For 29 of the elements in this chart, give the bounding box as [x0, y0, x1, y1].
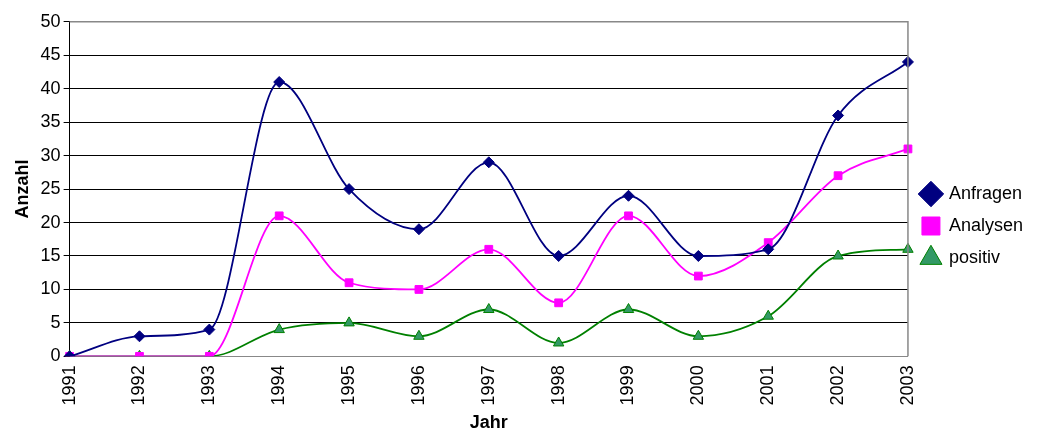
x-tick-label: 1998	[547, 365, 568, 406]
x-tick-label: 1991	[58, 365, 79, 406]
x-tick-label: 2000	[687, 365, 708, 406]
legend-label: positiv	[948, 246, 1000, 267]
x-tick-label: 1997	[477, 365, 498, 406]
x-tick-label: 1999	[617, 365, 638, 406]
y-tick-label: 0	[50, 345, 61, 366]
y-tick-label: 50	[40, 10, 61, 31]
x-tick-label: 2001	[757, 365, 778, 406]
x-tick-label: 1993	[198, 365, 219, 406]
y-tick-label: 5	[50, 311, 61, 332]
y-axis-title: Anzahl	[11, 159, 32, 219]
x-tick-label: 1996	[407, 365, 428, 406]
y-tick-label: 20	[40, 211, 61, 232]
y-tick-label: 25	[40, 178, 61, 199]
y-tick-label: 10	[40, 278, 61, 299]
legend-label: Analysen	[948, 214, 1024, 235]
x-tick-label: 1992	[128, 365, 149, 406]
x-tick-label: 2003	[896, 365, 917, 406]
y-tick-label: 15	[40, 244, 61, 265]
y-tick-label: 30	[40, 144, 61, 165]
y-tick-label: 35	[40, 111, 61, 132]
x-tick-label: 2002	[827, 365, 848, 406]
x-axis-title: Jahr	[469, 412, 508, 433]
x-tick-label: 1995	[338, 365, 359, 406]
x-tick-label: 1994	[268, 365, 289, 406]
y-tick-label: 40	[40, 77, 61, 98]
legend-label: Anfragen	[948, 182, 1023, 203]
y-tick-label: 45	[40, 44, 61, 65]
